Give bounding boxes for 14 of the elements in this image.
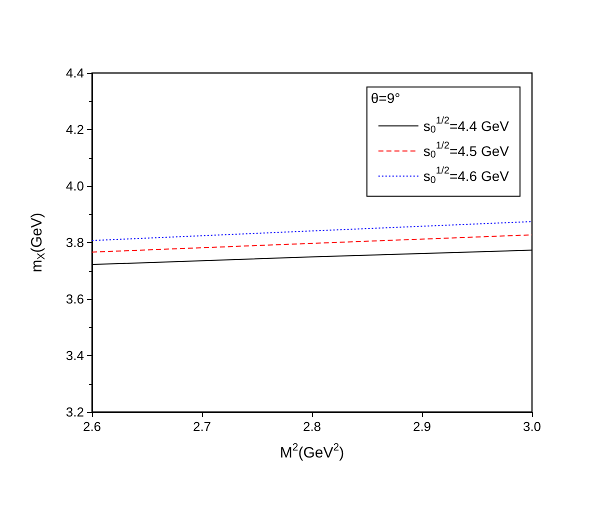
legend-title: θ=9° — [370, 90, 400, 106]
x-tick-label: 2.9 — [412, 419, 432, 434]
x-tick-label: 2.8 — [302, 419, 322, 434]
y-tick-label: 3.2 — [66, 404, 84, 420]
x-tick-label: 2.7 — [192, 419, 212, 434]
y-axis-title: mX(GeV) — [28, 212, 48, 272]
y-tick-label: 3.4 — [66, 348, 84, 363]
y-tick-label: 4.4 — [66, 66, 84, 80]
x-tick-label: 2.6 — [82, 419, 102, 434]
x-tick-label: 3.0 — [522, 419, 542, 434]
y-tick-label: 4.0 — [66, 178, 84, 194]
y-tick-label: 3.8 — [66, 235, 84, 250]
y-tick-label: 4.2 — [66, 122, 84, 137]
y-tick-label: 3.6 — [66, 292, 84, 306]
